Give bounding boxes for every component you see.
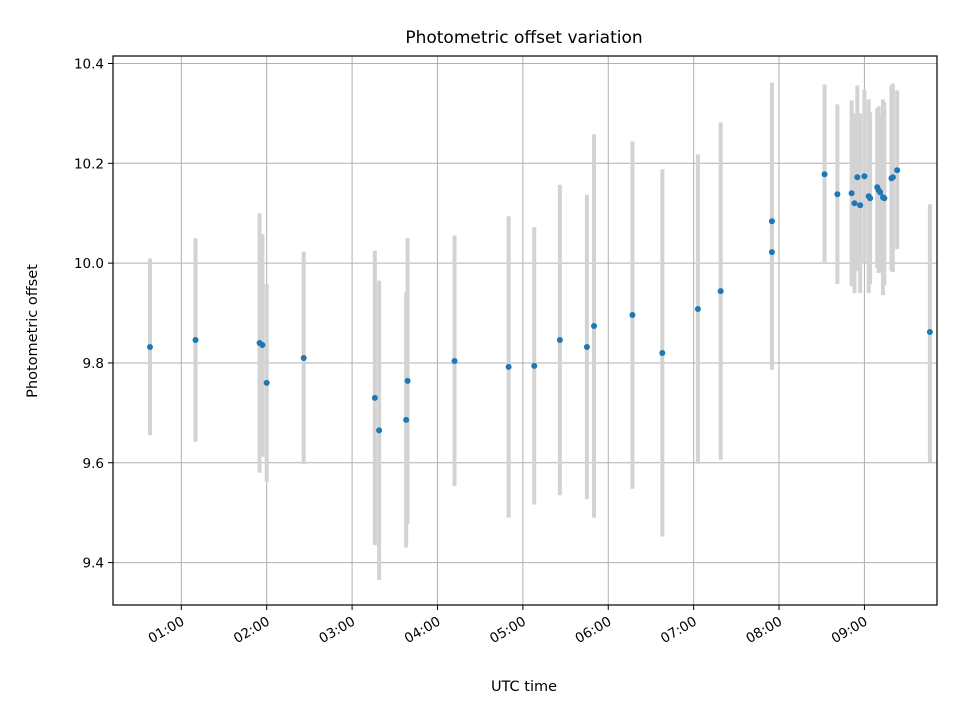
data-point [263,379,270,386]
data-point [259,341,266,348]
data-point [851,200,858,207]
data-point [867,195,874,202]
data-point [861,173,868,180]
data-point [881,195,888,202]
data-point [376,427,383,434]
y-tick-label: 10.0 [74,256,104,272]
data-point [300,354,307,361]
x-tick-label: 04:00 [402,614,444,647]
plot-frame [112,55,938,606]
data-point [371,394,378,401]
data-point [531,362,538,369]
data-point [821,171,828,178]
y-tick-label: 10.2 [74,156,104,172]
data-point [451,357,458,364]
data-point [147,343,154,350]
data-point [583,343,590,350]
data-point [854,174,861,181]
y-tick-label: 9.6 [83,456,104,472]
data-point [556,336,563,343]
y-tick-label: 10.4 [74,56,104,72]
y-axis: 9.4 9.6 9.8 10.0 10.2 10.4 [74,56,113,572]
x-tick-label: 06:00 [573,614,615,647]
data-point [717,288,724,295]
grid [113,56,937,605]
x-axis: 01:00 02:00 03:00 04:00 05:00 06:00 07:00 08:00… [146,605,871,647]
data-point [192,336,199,343]
data-point [857,202,864,209]
x-axis-title: UTC time [491,679,557,695]
data-points [147,167,933,434]
x-tick-label: 02:00 [231,614,273,647]
y-tick-label: 9.8 [83,356,104,372]
data-point [659,349,666,356]
x-tick-label: 08:00 [743,614,785,647]
x-tick-label: 05:00 [487,614,529,647]
data-point [768,218,775,225]
data-point [848,190,855,197]
y-axis-title: Photometric offset [25,264,41,398]
x-tick-label: 09:00 [829,614,871,647]
y-tick-label: 9.4 [83,556,104,572]
data-point [505,363,512,370]
data-point [926,328,933,335]
data-point [403,416,410,423]
data-point [629,312,636,319]
data-point [591,323,598,330]
x-tick-label: 07:00 [658,614,700,647]
data-point [877,189,884,196]
x-tick-label: 01:00 [146,614,188,647]
data-point [889,174,896,181]
chart-title: Photometric offset variation [405,28,642,48]
data-point [768,249,775,256]
data-point [404,377,411,384]
x-tick-label: 03:00 [316,614,358,647]
data-point [894,167,901,174]
data-point [834,191,841,198]
data-point [694,306,701,313]
